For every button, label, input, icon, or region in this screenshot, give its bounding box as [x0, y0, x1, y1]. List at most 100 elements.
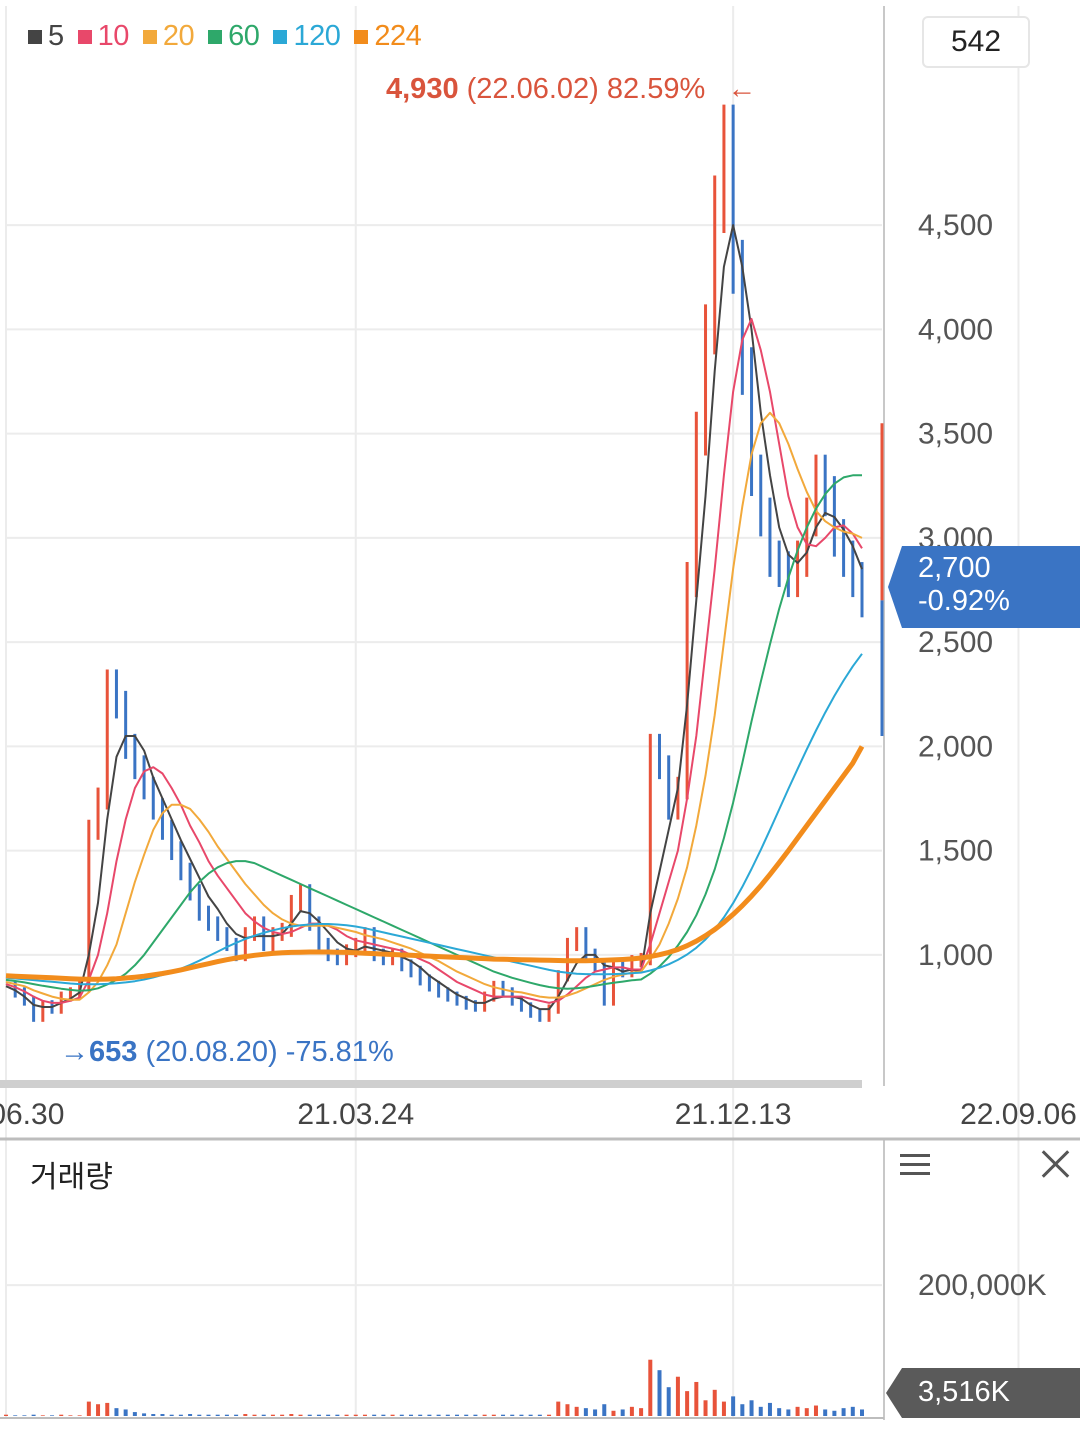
current-volume: 3,516K [918, 1376, 1010, 1408]
volume-bar [712, 1389, 717, 1416]
volume-bar [556, 1401, 561, 1416]
vol-tick-label: 200,000K [918, 1269, 1046, 1302]
volume-bar [721, 1401, 726, 1416]
ma-line-224 [5, 745, 865, 982]
volume-bar [657, 1370, 662, 1416]
volume-bar [344, 1414, 349, 1416]
volume-bar [583, 1408, 588, 1416]
volume-bar [841, 1408, 846, 1416]
x-tick-label: 22.09.06 [960, 1098, 1077, 1131]
legend-swatch-10 [77, 29, 92, 44]
volume-bar [280, 1414, 285, 1416]
y-tick-label: 2,500 [918, 626, 993, 659]
volume-bar [685, 1391, 690, 1416]
volume-bar [850, 1406, 855, 1416]
volume-bar [169, 1414, 174, 1416]
y-tick-label: 4,000 [918, 313, 993, 346]
count-box[interactable]: 542 [922, 16, 1030, 68]
legend-item-20[interactable]: 20 [142, 20, 195, 53]
low-arrow-icon: → [60, 1036, 89, 1068]
volume-bar [178, 1414, 183, 1416]
volume-bar [611, 1410, 616, 1416]
volume-bar [353, 1414, 358, 1416]
legend-item-224[interactable]: 224 [354, 20, 422, 53]
volume-bar [372, 1414, 377, 1416]
volume-bar [316, 1414, 321, 1416]
volume-bar [832, 1410, 837, 1416]
volume-bar [501, 1414, 506, 1416]
low-value: 653 [89, 1036, 138, 1068]
legend-label-120: 120 [293, 20, 341, 52]
ma-legend[interactable]: 5 10 20 60 120 224 [28, 20, 422, 53]
volume-bar [68, 1415, 73, 1416]
volume-bar [234, 1414, 239, 1416]
x-tick-label: 21.03.24 [297, 1098, 414, 1131]
volume-bar [50, 1415, 55, 1416]
volume-bar [565, 1404, 570, 1416]
volume-bar [132, 1412, 137, 1416]
volume-bar [307, 1414, 312, 1416]
volume-bar [786, 1409, 791, 1416]
legend-item-120[interactable]: 120 [273, 20, 341, 53]
volume-bar [4, 1414, 8, 1416]
legend-item-60[interactable]: 60 [208, 20, 260, 53]
volume-bar [197, 1414, 202, 1416]
low-detail: (20.08.20) -75.81% [145, 1036, 394, 1068]
high-arrow-icon: ← [727, 73, 757, 105]
volume-bar [408, 1414, 413, 1416]
y-tick-label: 3,500 [918, 418, 993, 451]
volume-bar [362, 1414, 367, 1416]
volume-bar [298, 1414, 303, 1416]
y-tick-label: 1,000 [918, 939, 993, 972]
legend-item-5[interactable]: 5 [28, 20, 64, 53]
volume-bar [326, 1414, 331, 1416]
volume-bar [510, 1414, 515, 1416]
volume-bar [381, 1414, 386, 1416]
volume-bar [252, 1414, 257, 1416]
volume-bar [758, 1406, 763, 1416]
volume-bar [436, 1414, 441, 1416]
volume-bar [455, 1414, 460, 1416]
volume-bar [105, 1402, 110, 1416]
volume-bar [528, 1414, 533, 1416]
volume-bar [749, 1400, 754, 1416]
volume-bar [620, 1409, 625, 1416]
legend-swatch-224 [354, 29, 369, 44]
legend-label-5: 5 [48, 20, 64, 52]
volume-bar [399, 1414, 404, 1416]
volume-bar [602, 1404, 607, 1416]
volume-bar [666, 1387, 671, 1416]
legend-swatch-5 [28, 29, 42, 44]
close-icon[interactable] [1040, 1148, 1072, 1180]
volume-bar [289, 1414, 294, 1416]
volume-bar [537, 1414, 542, 1416]
volume-bar [390, 1414, 395, 1416]
menu-icon[interactable] [900, 1150, 930, 1180]
volume-bar [243, 1414, 248, 1416]
current-price: 2,700 [918, 552, 991, 584]
volume-bar [813, 1405, 818, 1416]
x-tick-label: 20.06.30 [0, 1098, 64, 1131]
legend-label-224: 224 [374, 20, 422, 52]
volume-bar [215, 1414, 220, 1416]
volume-bar [261, 1414, 266, 1416]
x-tick-label: 21.12.13 [675, 1098, 792, 1131]
high-annotation: 4,930 (22.06.02) 82.59% ← [386, 73, 756, 106]
volume-bar [142, 1413, 147, 1416]
volume-bar [96, 1404, 101, 1416]
volume-bar [13, 1415, 18, 1416]
volume-bar [335, 1414, 340, 1416]
ma-line-5 [5, 224, 863, 1011]
volume-bar [767, 1402, 772, 1416]
ma-line-10 [5, 317, 863, 1004]
volume-bar [114, 1408, 119, 1416]
ma-line-20 [5, 411, 863, 1001]
volume-bar [206, 1414, 211, 1416]
volume-bar [31, 1414, 36, 1416]
legend-item-10[interactable]: 10 [77, 20, 129, 53]
current-volume-tag: 3,516K [886, 1368, 1080, 1418]
volume-bar [648, 1359, 653, 1416]
volume-bar [270, 1414, 275, 1416]
volume-bar [418, 1414, 423, 1416]
